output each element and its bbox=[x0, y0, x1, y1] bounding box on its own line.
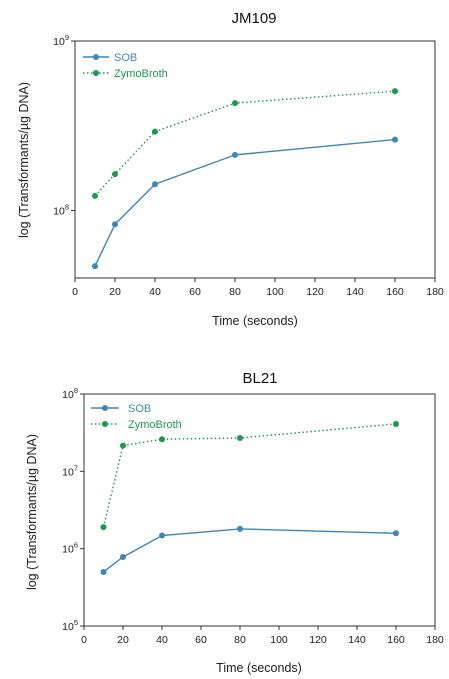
data-point-sob bbox=[159, 532, 165, 539]
x-tick-label: 100 bbox=[270, 634, 288, 646]
x-tick-label: 180 bbox=[426, 634, 444, 646]
data-point-sob bbox=[92, 263, 98, 270]
x-tick-label: 160 bbox=[387, 634, 405, 646]
series-line-sob bbox=[103, 528, 397, 573]
data-point-zymobroth bbox=[393, 420, 399, 427]
x-tick-label: 0 bbox=[81, 634, 87, 646]
x-tick-label: 60 bbox=[195, 634, 207, 646]
x-tick-label: 80 bbox=[229, 286, 241, 298]
legend-marker-sob bbox=[93, 54, 99, 60]
x-axis-label: Time (seconds) bbox=[212, 314, 298, 328]
y-tick-label: 105 bbox=[62, 618, 78, 633]
x-tick-label: 60 bbox=[189, 286, 201, 298]
data-point-sob bbox=[237, 525, 243, 532]
chart-title: BL21 bbox=[242, 370, 277, 387]
series-line-sob bbox=[94, 138, 396, 267]
data-point-zymobroth bbox=[100, 524, 107, 531]
legend-label-sob: SOB bbox=[128, 403, 151, 415]
data-point-sob bbox=[112, 221, 118, 228]
chart-marks: 0 20 40 60 80 100 120 140 160 180 105 106 107 108 bbox=[62, 386, 444, 646]
data-point-sob bbox=[232, 151, 238, 158]
y-tick-label: 108 bbox=[62, 386, 78, 401]
legend-label-sob: SOB bbox=[114, 52, 137, 64]
x-tick-label: 0 bbox=[72, 286, 78, 298]
data-point-sob bbox=[100, 568, 107, 575]
data-point-zymobroth bbox=[92, 192, 98, 199]
chart-jm109: JM109 Time (seconds) log (Transformants/… bbox=[17, 10, 444, 328]
legend-marker-zymobroth bbox=[93, 70, 99, 76]
x-tick-label: 20 bbox=[117, 634, 129, 646]
y-tick-label: 107 bbox=[62, 463, 78, 478]
x-tick-label: 80 bbox=[234, 634, 246, 646]
x-tick-label: 180 bbox=[426, 286, 444, 298]
legend-label-zymobroth: ZymoBroth bbox=[128, 419, 182, 431]
plot-frame bbox=[74, 40, 436, 279]
chart-bl21: BL21 Time (seconds) log (Transformants/µ… bbox=[25, 370, 444, 675]
chart-title: JM109 bbox=[231, 10, 276, 27]
legend-marker-sob bbox=[102, 405, 108, 411]
x-tick-label: 160 bbox=[386, 286, 404, 298]
data-point-zymobroth bbox=[120, 442, 126, 449]
data-point-sob bbox=[152, 181, 158, 188]
x-tick-label: 40 bbox=[149, 286, 161, 298]
legend-marker-zymobroth bbox=[102, 421, 108, 427]
data-point-zymobroth bbox=[152, 128, 158, 135]
data-point-sob bbox=[393, 530, 399, 537]
y-axis-label: log (Transformants/µg DNA) bbox=[25, 434, 39, 590]
x-tick-label: 20 bbox=[109, 286, 121, 298]
y-tick-label: 108 bbox=[53, 203, 69, 218]
x-tick-label: 120 bbox=[309, 634, 327, 646]
data-point-sob bbox=[120, 554, 126, 561]
y-tick-label: 109 bbox=[53, 33, 69, 48]
series-line-zymobroth bbox=[102, 423, 397, 528]
x-tick-label: 120 bbox=[306, 286, 324, 298]
legend: SOB ZymoBroth bbox=[91, 403, 182, 431]
data-point-zymobroth bbox=[112, 171, 118, 178]
data-point-zymobroth bbox=[237, 434, 243, 441]
legend-label-zymobroth: ZymoBroth bbox=[114, 68, 168, 80]
legend: SOB ZymoBroth bbox=[83, 52, 168, 80]
x-tick-label: 40 bbox=[156, 634, 168, 646]
data-point-zymobroth bbox=[232, 100, 238, 107]
x-tick-label: 100 bbox=[266, 286, 284, 298]
x-tick-label: 140 bbox=[348, 634, 366, 646]
x-tick-label: 140 bbox=[346, 286, 364, 298]
data-point-zymobroth bbox=[159, 436, 165, 443]
plot-frame bbox=[83, 393, 436, 627]
data-point-sob bbox=[392, 136, 398, 143]
x-axis-label: Time (seconds) bbox=[216, 661, 302, 675]
chart-marks: 0 20 40 60 80 100 120 140 160 180 108 109 bbox=[53, 33, 444, 298]
y-axis-label: log (Transformants/µg DNA) bbox=[17, 82, 31, 238]
y-tick-label: 106 bbox=[62, 541, 78, 556]
data-point-zymobroth bbox=[392, 88, 398, 95]
